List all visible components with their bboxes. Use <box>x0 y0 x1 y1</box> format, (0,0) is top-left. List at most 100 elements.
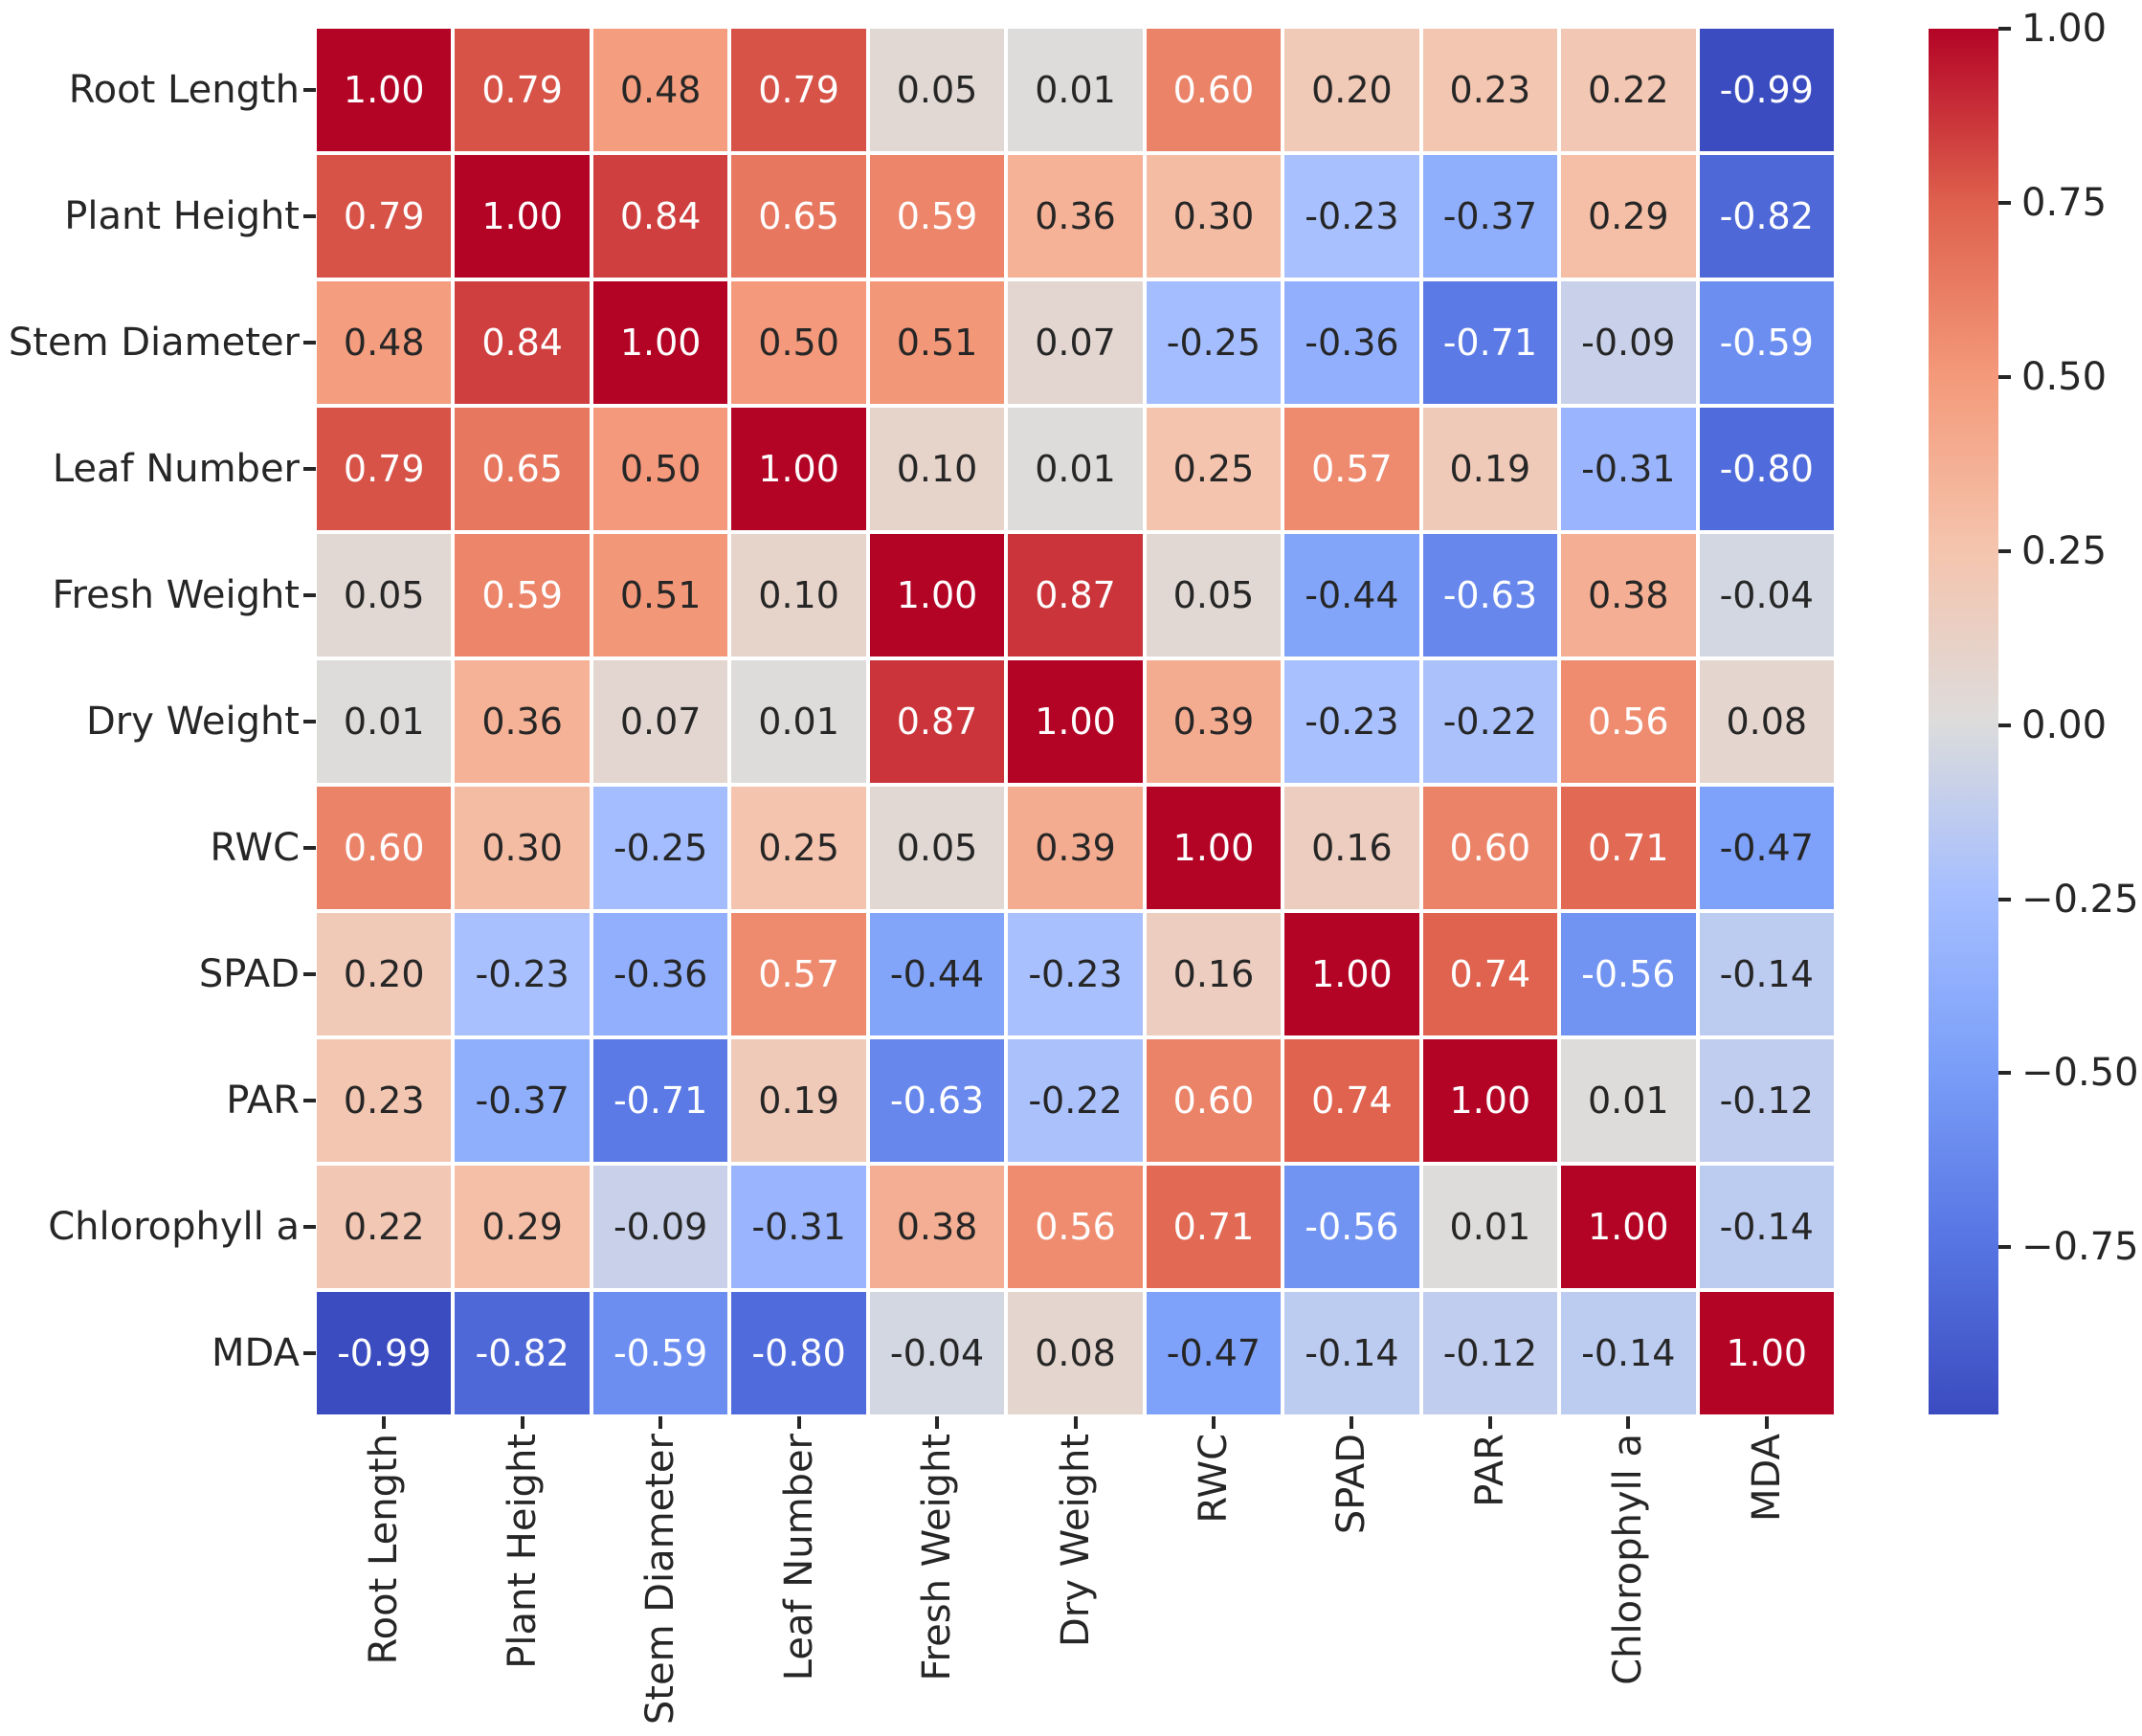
heatmap-cell: -0.37 <box>455 1039 590 1162</box>
heatmap-cell: 0.51 <box>592 534 728 657</box>
x-tick-mark <box>1073 1416 1078 1429</box>
y-tick-mark <box>303 720 316 723</box>
heatmap-cell: -0.44 <box>869 913 1005 1035</box>
heatmap-cell: -0.59 <box>592 1292 728 1414</box>
x-tick-mark <box>935 1416 940 1429</box>
x-axis-label: Fresh Weight <box>915 1434 960 1681</box>
heatmap-cell: -0.12 <box>1422 1292 1558 1414</box>
heatmap-cell: 0.10 <box>731 534 866 657</box>
heatmap-cell: 0.87 <box>1008 534 1143 657</box>
heatmap-cell: 0.05 <box>317 534 452 657</box>
heatmap-cell: -0.80 <box>731 1292 866 1414</box>
y-tick-mark <box>303 1099 316 1102</box>
colorbar-tick-mark <box>1998 1071 2011 1076</box>
colorbar-tick-label: −0.75 <box>2021 1225 2139 1270</box>
heatmap-cell: 0.39 <box>1008 787 1143 909</box>
y-tick-mark <box>303 341 316 345</box>
heatmap-cell: 0.23 <box>317 1039 452 1162</box>
x-tick-mark <box>1764 1416 1769 1429</box>
heatmap-cell: 0.50 <box>592 408 728 530</box>
heatmap-cell: 0.01 <box>1008 29 1143 151</box>
heatmap-cell: 0.74 <box>1284 1039 1419 1162</box>
heatmap-cell: -0.99 <box>317 1292 452 1414</box>
heatmap-cell: 1.00 <box>1422 1039 1558 1162</box>
heatmap-cell: 0.19 <box>1422 408 1558 530</box>
colorbar-gradient <box>1929 29 1998 1414</box>
heatmap-cell: 0.60 <box>317 787 452 909</box>
heatmap-cell: -0.36 <box>592 913 728 1035</box>
heatmap-cell: -0.56 <box>1284 1166 1419 1288</box>
heatmap-cell: -0.14 <box>1561 1292 1696 1414</box>
heatmap-cell: 0.50 <box>731 281 866 404</box>
colorbar-tick-label: 0.50 <box>2021 354 2108 399</box>
heatmap-grid: 1.00 0.79 0.48 0.79 0.05 0.01 0.60 0.20 0.23 0.22… <box>317 29 1834 1414</box>
heatmap-cell: 0.22 <box>1561 29 1696 151</box>
heatmap-cell: 0.74 <box>1422 913 1558 1035</box>
heatmap-cell: 0.29 <box>1561 155 1696 278</box>
x-axis-label: MDA <box>1744 1434 1789 1522</box>
heatmap-cell: -0.23 <box>455 913 590 1035</box>
colorbar-tick-label: 0.25 <box>2021 528 2108 573</box>
heatmap-cell: 0.08 <box>1699 660 1834 783</box>
heatmap-cell: -0.14 <box>1699 913 1834 1035</box>
heatmap-cell: 0.07 <box>592 660 728 783</box>
heatmap-cell: 0.79 <box>317 155 452 278</box>
heatmap-cell: -0.56 <box>1561 913 1696 1035</box>
heatmap-cell: -0.82 <box>455 1292 590 1414</box>
x-tick-mark <box>796 1416 801 1429</box>
x-axis-label: RWC <box>1191 1434 1236 1524</box>
colorbar-tick-mark <box>1998 1245 2011 1250</box>
heatmap-cell: -0.82 <box>1699 155 1834 278</box>
heatmap-cell: 1.00 <box>317 29 452 151</box>
heatmap-cell: 0.79 <box>731 29 866 151</box>
heatmap-cell: -0.59 <box>1699 281 1834 404</box>
x-axis-label: Leaf Number <box>776 1434 821 1681</box>
heatmap-cell: 0.60 <box>1146 29 1282 151</box>
y-tick-mark <box>303 972 316 976</box>
y-axis-label: SPAD <box>198 952 300 996</box>
x-axis-label: Stem Diameter <box>638 1434 683 1725</box>
x-tick-mark <box>1211 1416 1216 1429</box>
heatmap-cell: 0.79 <box>455 29 590 151</box>
heatmap-cell: 0.39 <box>1146 660 1282 783</box>
colorbar-tick-label: −0.25 <box>2021 877 2139 922</box>
heatmap-cell: -0.25 <box>1146 281 1282 404</box>
heatmap-cell: -0.31 <box>731 1166 866 1288</box>
heatmap-cell: 0.16 <box>1146 913 1282 1035</box>
heatmap-cell: 0.05 <box>869 787 1005 909</box>
heatmap-cell: -0.14 <box>1284 1292 1419 1414</box>
heatmap-cell: 0.59 <box>455 534 590 657</box>
heatmap-cell: -0.22 <box>1008 1039 1143 1162</box>
heatmap-cell: 0.07 <box>1008 281 1143 404</box>
heatmap-cell: -0.47 <box>1146 1292 1282 1414</box>
heatmap-cell: -0.23 <box>1008 913 1143 1035</box>
y-tick-mark <box>303 593 316 597</box>
y-axis-label: PAR <box>226 1079 300 1123</box>
heatmap-cell: 0.79 <box>317 408 452 530</box>
heatmap-cell: -0.23 <box>1284 155 1419 278</box>
heatmap-cell: -0.36 <box>1284 281 1419 404</box>
heatmap-cell: -0.47 <box>1699 787 1834 909</box>
heatmap-cell: -0.37 <box>1422 155 1558 278</box>
heatmap-cell: -0.71 <box>592 1039 728 1162</box>
heatmap-cell: 0.60 <box>1146 1039 1282 1162</box>
colorbar-tick-mark <box>1998 374 2011 379</box>
heatmap-cell: 0.48 <box>592 29 728 151</box>
heatmap-cell: 0.05 <box>869 29 1005 151</box>
heatmap-cell: 0.38 <box>869 1166 1005 1288</box>
colorbar-tick-mark <box>1998 723 2011 727</box>
heatmap-cell: 0.65 <box>731 155 866 278</box>
y-axis-label: Stem Diameter <box>8 321 300 365</box>
heatmap-cell: 1.00 <box>1008 660 1143 783</box>
colorbar <box>1929 29 1998 1414</box>
heatmap-cell: 1.00 <box>1699 1292 1834 1414</box>
heatmap-cell: 0.59 <box>869 155 1005 278</box>
colorbar-tick-label: 0.75 <box>2021 180 2108 225</box>
heatmap-cell: 0.20 <box>1284 29 1419 151</box>
x-tick-mark <box>1626 1416 1631 1429</box>
y-tick-mark <box>303 88 316 92</box>
heatmap-cell: 0.01 <box>1561 1039 1696 1162</box>
x-tick-mark <box>1350 1416 1354 1429</box>
heatmap-cell: 1.00 <box>1284 913 1419 1035</box>
